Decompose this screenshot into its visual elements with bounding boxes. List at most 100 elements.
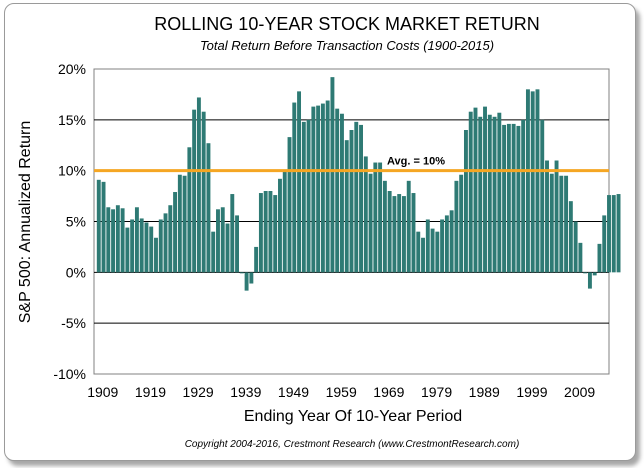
bar (297, 91, 302, 273)
bar (578, 242, 583, 273)
bar (206, 143, 211, 273)
bar (616, 194, 621, 273)
bar (216, 209, 220, 273)
bar (96, 179, 101, 273)
bar (583, 272, 588, 274)
bar (340, 113, 344, 273)
y-axis-label: S&P 500: Annualized Return (17, 121, 34, 324)
bar (602, 215, 607, 273)
bar (230, 194, 235, 273)
bar (335, 108, 340, 273)
bar (282, 170, 287, 273)
bar (521, 119, 526, 273)
bar (111, 209, 116, 273)
x-tick-label: 1969 (373, 384, 404, 400)
bar (444, 215, 449, 273)
bar (430, 228, 435, 273)
bar (483, 106, 487, 273)
x-tick-label: 1999 (516, 384, 547, 400)
bar (363, 156, 368, 273)
bar (568, 201, 573, 273)
bar (535, 89, 540, 273)
x-tick-label: 2009 (564, 384, 595, 400)
chart-subtitle: Total Return Before Transaction Costs (1… (200, 38, 494, 53)
bar (597, 243, 602, 273)
bar (502, 124, 507, 273)
bar (559, 175, 564, 273)
bar (106, 207, 111, 273)
bar (201, 111, 206, 273)
bar (344, 140, 349, 273)
bar (320, 103, 325, 273)
bar (468, 111, 473, 273)
bar (435, 231, 440, 273)
bar (239, 272, 244, 274)
bar (506, 123, 511, 273)
bar (177, 174, 182, 273)
bar (607, 195, 611, 273)
bar (220, 207, 225, 273)
bar (545, 160, 549, 273)
bar (530, 91, 535, 273)
x-tick-label: 1909 (87, 384, 118, 400)
x-tick-label: 1979 (421, 384, 452, 400)
bar (301, 121, 306, 273)
y-tick-label: 15% (58, 112, 86, 128)
bar (392, 196, 397, 273)
y-tick-label: -5% (61, 315, 86, 331)
x-tick-label: 1929 (183, 384, 214, 400)
bar (440, 219, 445, 273)
bar (139, 218, 144, 273)
bar (101, 181, 106, 273)
bar (492, 116, 497, 273)
bar (263, 191, 268, 273)
x-tick-label: 1919 (135, 384, 166, 400)
bar (273, 195, 278, 273)
x-tick-label: 1949 (278, 384, 309, 400)
bar (592, 272, 597, 276)
bar (454, 180, 459, 273)
bar (173, 192, 178, 273)
bar (497, 112, 502, 273)
y-axis-ticks: 20% 15% 10% 5% 0% -5% -10% (53, 61, 86, 382)
bar (373, 162, 378, 273)
bar (425, 219, 430, 273)
x-tick-label: 1939 (230, 384, 261, 400)
x-axis-ticks: 1909 1919 1929 1939 1949 1959 1969 1979 1989 1999… (87, 384, 595, 400)
bar (473, 107, 478, 273)
bar (268, 191, 273, 273)
bar (387, 191, 392, 273)
bar (168, 205, 173, 273)
bar (378, 162, 383, 273)
x-axis-label: Ending Year Of 10-Year Period (244, 408, 462, 425)
bar (487, 114, 492, 273)
bar (564, 175, 569, 273)
bar (130, 219, 135, 273)
bar (478, 116, 483, 273)
bar (554, 160, 559, 273)
bar (311, 106, 316, 273)
bar (292, 102, 297, 273)
y-tick-label: 0% (66, 264, 86, 280)
bar (587, 272, 592, 289)
bar (368, 173, 373, 273)
bar (287, 137, 292, 273)
bar (125, 227, 130, 273)
bar (316, 105, 321, 273)
bar (449, 210, 454, 273)
bar (349, 130, 354, 273)
bar (249, 272, 254, 284)
bar (258, 193, 263, 273)
bar (235, 215, 240, 273)
bar (525, 89, 530, 273)
chart-title: ROLLING 10-YEAR STOCK MARKET RETURN (154, 14, 539, 34)
bar (115, 205, 120, 273)
bar (163, 213, 168, 273)
bar (154, 237, 158, 273)
bar (187, 147, 192, 273)
bar (549, 173, 554, 273)
y-tick-label: -10% (53, 366, 86, 382)
bars (96, 77, 621, 291)
x-tick-label: 1959 (326, 384, 357, 400)
